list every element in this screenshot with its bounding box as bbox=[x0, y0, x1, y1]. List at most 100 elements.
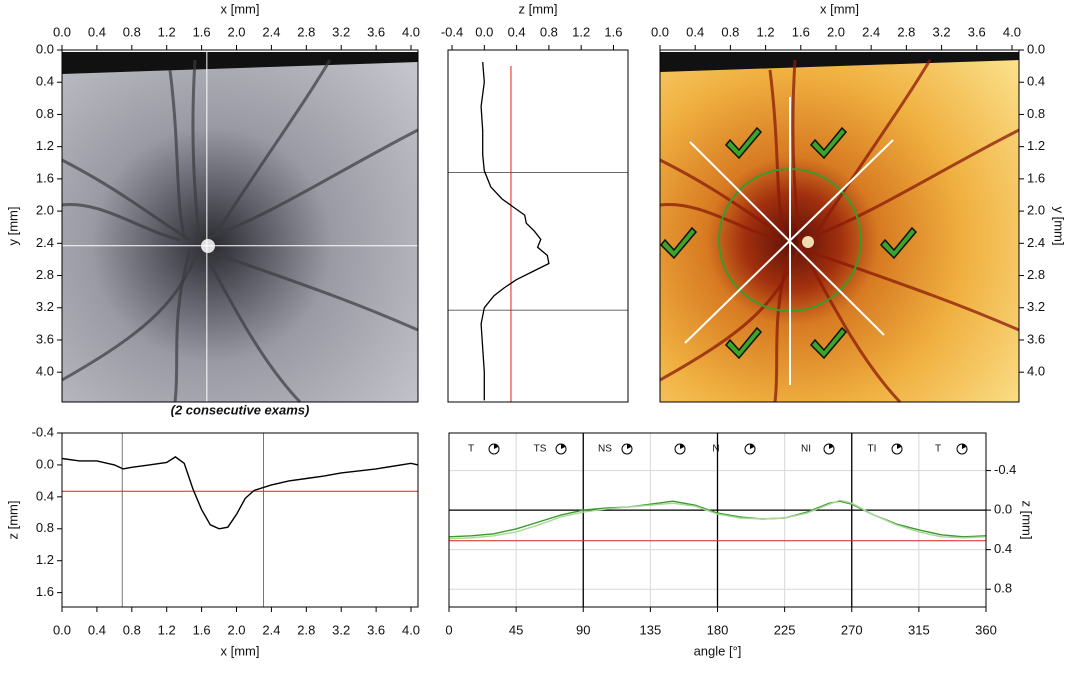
x-tick-label: 45 bbox=[509, 622, 523, 637]
x-tick-label: 2.0 bbox=[227, 622, 245, 637]
x-tick-label: -0.4 bbox=[441, 24, 463, 39]
y-tick-label: 0.4 bbox=[36, 74, 54, 89]
y-tick-label: 0.8 bbox=[994, 581, 1012, 596]
x-tick-label: 0.0 bbox=[53, 24, 71, 39]
fundus-image bbox=[62, 52, 418, 402]
x-tick-label: 2.8 bbox=[897, 24, 915, 39]
y-tick-label: -0.4 bbox=[32, 424, 54, 439]
y-tick-label: 0.8 bbox=[1027, 106, 1045, 121]
y-tick-label: 3.6 bbox=[36, 331, 54, 346]
caption: (2 consecutive exams) bbox=[171, 402, 310, 417]
x-tick-label: 2.0 bbox=[227, 24, 245, 39]
y-tick-label: 0.0 bbox=[36, 456, 54, 471]
sector-label: TS bbox=[534, 444, 547, 455]
x-tick-label: 0.0 bbox=[651, 24, 669, 39]
disc-highlight bbox=[802, 236, 814, 248]
y-tick-label: 0.4 bbox=[1027, 74, 1045, 89]
x-tick-label: 2.4 bbox=[862, 24, 880, 39]
y-tick-label: 3.2 bbox=[1027, 299, 1045, 314]
x-tick-label: 3.6 bbox=[968, 24, 986, 39]
y-tick-label: 1.6 bbox=[36, 584, 54, 599]
x-tick-label: 1.2 bbox=[158, 24, 176, 39]
sector-label: T bbox=[468, 444, 474, 455]
sector-label: NI bbox=[801, 444, 811, 455]
reflectance-image bbox=[660, 52, 1019, 402]
x-tick-label: 2.4 bbox=[262, 24, 280, 39]
sector-label: T bbox=[935, 444, 941, 455]
y-tick-label: 3.6 bbox=[1027, 331, 1045, 346]
x-tick-label: 2.8 bbox=[297, 24, 315, 39]
x-tick-label: 3.2 bbox=[933, 24, 951, 39]
sector-label: TI bbox=[868, 444, 877, 455]
x-tick-label: 3.2 bbox=[332, 622, 350, 637]
y-tick-label: 2.0 bbox=[1027, 203, 1045, 218]
y-tick-label: 2.4 bbox=[1027, 235, 1045, 250]
x-tick-label: 1.2 bbox=[158, 622, 176, 637]
y-tick-label: -0.4 bbox=[994, 462, 1016, 477]
y-tick-label: 3.2 bbox=[36, 299, 54, 314]
x-tick-label: 3.2 bbox=[332, 24, 350, 39]
x-axis-label: x [mm] bbox=[221, 1, 260, 16]
x-tick-label: 1.6 bbox=[604, 24, 622, 39]
x-axis-label: angle [°] bbox=[694, 643, 742, 658]
y-tick-label: 2.0 bbox=[36, 203, 54, 218]
x-tick-label: 270 bbox=[841, 622, 863, 637]
x-tick-label: 1.6 bbox=[193, 622, 211, 637]
chart-page: 0.0 0.4 0.8 1.2 1.6 2.0 2.4 2.8 3.2 3.6 4.0 x [mm] 0… bbox=[0, 0, 1070, 668]
x-tick-label: 2.0 bbox=[827, 24, 845, 39]
plot-area bbox=[448, 50, 628, 402]
x-tick-label: 0.4 bbox=[686, 24, 704, 39]
x-tick-label: 0.0 bbox=[475, 24, 493, 39]
y-tick-label: 1.2 bbox=[1027, 138, 1045, 153]
y-tick-label: 1.2 bbox=[36, 138, 54, 153]
x-tick-label: 90 bbox=[576, 622, 590, 637]
y-tick-label: 0.8 bbox=[36, 106, 54, 121]
sector-label: N bbox=[712, 444, 719, 455]
x-axis-label: z [mm] bbox=[519, 1, 558, 16]
x-tick-label: 0.4 bbox=[88, 622, 106, 637]
x-tick-label: 0 bbox=[445, 622, 452, 637]
x-tick-label: 0.8 bbox=[123, 24, 141, 39]
x-tick-label: 2.4 bbox=[262, 622, 280, 637]
x-tick-label: 3.6 bbox=[367, 24, 385, 39]
y-tick-label: 2.8 bbox=[36, 267, 54, 282]
x-tick-label: 1.2 bbox=[572, 24, 590, 39]
x-tick-label: 0.8 bbox=[123, 622, 141, 637]
x-tick-label: 0.4 bbox=[88, 24, 106, 39]
x-axis-label: x [mm] bbox=[820, 1, 859, 16]
y-tick-label: 2.8 bbox=[1027, 267, 1045, 282]
x-tick-label: 360 bbox=[975, 622, 997, 637]
x-tick-label: 135 bbox=[640, 622, 662, 637]
plot-area bbox=[62, 433, 418, 607]
y-axis-label: y [mm] bbox=[1052, 207, 1067, 246]
y-axis-label: z [mm] bbox=[1020, 501, 1035, 540]
y-tick-label: 0.0 bbox=[1027, 41, 1045, 56]
x-tick-label: 180 bbox=[707, 622, 729, 637]
x-tick-label: 0.8 bbox=[721, 24, 739, 39]
y-tick-label: 0.8 bbox=[36, 520, 54, 535]
y-axis-label: y [mm] bbox=[5, 207, 20, 246]
x-tick-label: 4.0 bbox=[402, 622, 420, 637]
sector-label: NS bbox=[598, 444, 612, 455]
x-tick-label: 315 bbox=[908, 622, 930, 637]
y-tick-label: 1.6 bbox=[36, 170, 54, 185]
y-tick-label: 1.2 bbox=[36, 552, 54, 567]
x-axis-label: x [mm] bbox=[221, 643, 260, 658]
x-tick-label: 2.8 bbox=[297, 622, 315, 637]
x-tick-label: 1.6 bbox=[792, 24, 810, 39]
y-axis-label: z [mm] bbox=[5, 501, 20, 540]
x-tick-label: 0.0 bbox=[53, 622, 71, 637]
x-tick-label: 225 bbox=[774, 622, 796, 637]
x-tick-label: 4.0 bbox=[1003, 24, 1021, 39]
y-tick-label: 0.0 bbox=[36, 41, 54, 56]
y-tick-label: 0.0 bbox=[994, 502, 1012, 517]
y-tick-label: 1.6 bbox=[1027, 170, 1045, 185]
x-tick-label: 3.6 bbox=[367, 622, 385, 637]
y-tick-label: 0.4 bbox=[36, 488, 54, 503]
y-tick-label: 0.4 bbox=[994, 541, 1012, 556]
x-tick-label: 4.0 bbox=[402, 24, 420, 39]
x-tick-label: 1.6 bbox=[193, 24, 211, 39]
x-tick-label: 1.2 bbox=[757, 24, 775, 39]
y-tick-label: 4.0 bbox=[1027, 364, 1045, 379]
x-tick-label: 0.8 bbox=[540, 24, 558, 39]
